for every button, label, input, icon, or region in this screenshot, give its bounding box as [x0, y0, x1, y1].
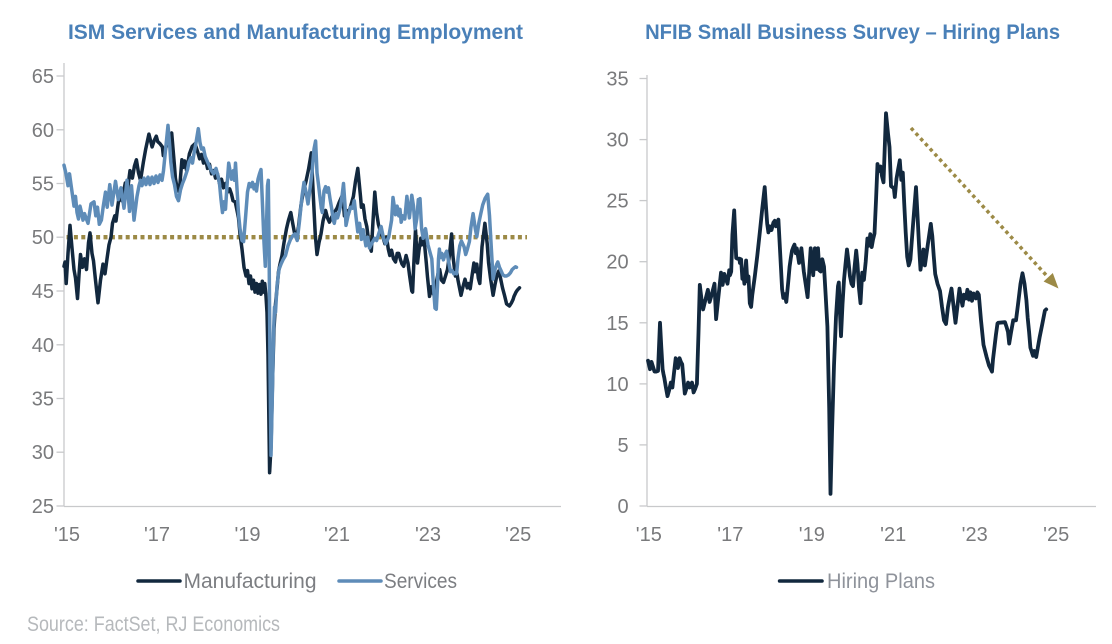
svg-text:'23: '23: [962, 524, 988, 546]
svg-text:35: 35: [606, 69, 628, 91]
svg-text:25: 25: [32, 496, 54, 518]
svg-text:Source: FactSet, RJ Economics: Source: FactSet, RJ Economics: [27, 612, 280, 636]
svg-text:15: 15: [606, 313, 628, 335]
svg-text:'21: '21: [880, 524, 906, 546]
svg-text:NFIB Small Business Survey – H: NFIB Small Business Survey – Hiring Plan…: [645, 21, 1060, 44]
svg-text:'23: '23: [415, 524, 441, 546]
svg-text:'15: '15: [636, 524, 662, 546]
svg-text:'17: '17: [717, 524, 743, 546]
svg-text:5: 5: [617, 435, 628, 457]
svg-text:20: 20: [606, 252, 628, 274]
svg-text:35: 35: [32, 389, 54, 411]
svg-text:10: 10: [606, 374, 628, 396]
svg-text:65: 65: [32, 66, 54, 88]
svg-text:Services: Services: [384, 570, 457, 593]
svg-text:60: 60: [32, 120, 54, 142]
svg-text:50: 50: [32, 227, 54, 249]
svg-text:'25: '25: [505, 524, 531, 546]
svg-text:'19: '19: [234, 524, 260, 546]
svg-text:'25: '25: [1043, 524, 1069, 546]
svg-text:ISM Services and Manufacturing: ISM Services and Manufacturing Employmen…: [68, 21, 523, 44]
svg-text:Manufacturing: Manufacturing: [184, 570, 317, 593]
svg-text:55: 55: [32, 174, 54, 196]
svg-text:30: 30: [32, 442, 54, 464]
svg-text:25: 25: [606, 191, 628, 213]
svg-text:'21: '21: [324, 524, 350, 546]
svg-text:40: 40: [32, 335, 54, 357]
svg-text:'15: '15: [54, 524, 80, 546]
svg-text:45: 45: [32, 281, 54, 303]
svg-text:Hiring Plans: Hiring Plans: [827, 570, 935, 593]
svg-text:'17: '17: [144, 524, 170, 546]
svg-text:30: 30: [606, 130, 628, 152]
svg-text:0: 0: [617, 496, 628, 518]
svg-text:'19: '19: [799, 524, 825, 546]
